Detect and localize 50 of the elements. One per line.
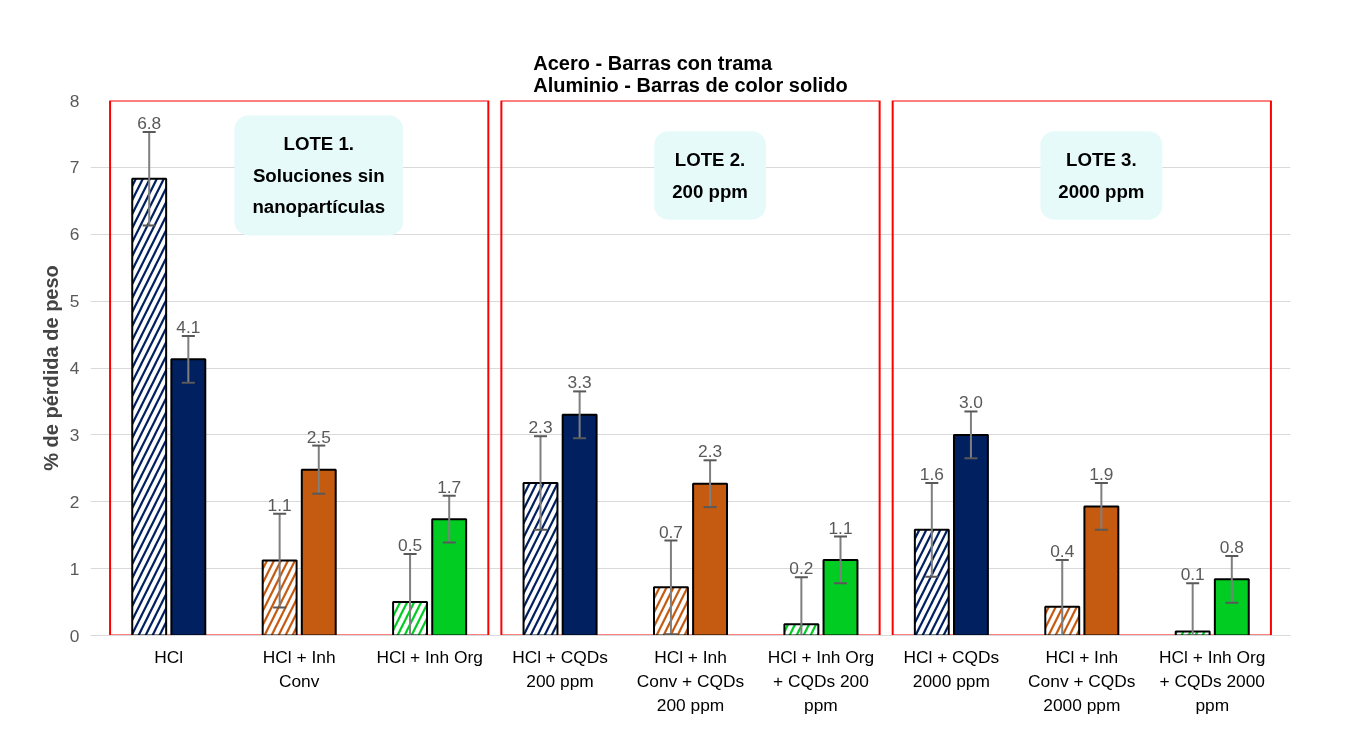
x-tick-label: HCl + CQDs 2000 ppm xyxy=(903,646,1000,691)
data-label: 2.5 xyxy=(306,426,331,447)
data-label: 3.3 xyxy=(567,372,592,393)
y-tick-label: 0 xyxy=(69,625,80,646)
bar xyxy=(431,518,468,636)
x-tick-label: HCl + Inh Org + CQDs 2000 ppm xyxy=(1159,646,1266,715)
data-label: 0.5 xyxy=(398,534,423,555)
y-tick-label: 4 xyxy=(69,358,80,378)
x-tick-label: HCl + CQDs 200 ppm xyxy=(512,646,609,691)
bar xyxy=(300,468,337,636)
y-tick-label: 1 xyxy=(69,558,80,579)
data-label: 2.3 xyxy=(528,417,553,438)
data-label: 4.1 xyxy=(176,316,201,337)
x-tick-label: HCl + Inh Org xyxy=(376,646,483,667)
bar xyxy=(1213,578,1250,636)
y-tick-label: 3 xyxy=(69,424,80,445)
data-label: 6.8 xyxy=(137,112,162,133)
x-tick-label: HCl + Inh Conv + CQDs 2000 ppm xyxy=(1028,646,1136,715)
data-label: 0.2 xyxy=(789,558,814,579)
bar xyxy=(561,413,598,636)
data-label: 0.4 xyxy=(1050,540,1075,561)
data-label: 0.1 xyxy=(1180,564,1205,585)
y-tick-label: 2 xyxy=(69,491,80,512)
bar xyxy=(822,558,859,636)
annotation: LOTE 1. Soluciones sin nanopartículas xyxy=(252,133,386,218)
y-tick-label: 6 xyxy=(69,224,80,245)
data-label: 0.8 xyxy=(1219,536,1244,557)
y-tick-label: 5 xyxy=(69,291,80,312)
data-label: 1.6 xyxy=(919,464,944,485)
chart-title: Acero - Barras con trama Aluminio - Barras de color solido xyxy=(533,51,848,96)
bar xyxy=(952,433,989,636)
data-label: 2.3 xyxy=(698,441,723,462)
bar xyxy=(692,482,729,636)
y-axis-title: % de pérdida de peso xyxy=(39,265,62,471)
y-tick-label: 8 xyxy=(69,90,80,111)
bar xyxy=(170,358,207,636)
bar xyxy=(1083,505,1120,636)
x-tick-label: HCl + Inh Org + CQDs 200 ppm xyxy=(767,646,875,715)
x-tick-label: HCl xyxy=(154,646,184,667)
data-label: 1.7 xyxy=(437,476,462,497)
data-label: 1.1 xyxy=(828,517,853,538)
x-tick-label: HCl + Inh Conv xyxy=(262,646,336,691)
x-tick-label: HCl + Inh Conv + CQDs 200 ppm xyxy=(636,646,745,715)
data-label: 1.1 xyxy=(267,494,292,515)
data-label: 3.0 xyxy=(958,392,983,413)
data-label: 1.9 xyxy=(1089,464,1114,485)
y-tick-label: 7 xyxy=(69,157,80,178)
data-label: 0.7 xyxy=(658,521,683,542)
annotation: LOTE 3. 2000 ppm xyxy=(1058,149,1145,202)
annotation: LOTE 2. 200 ppm xyxy=(672,149,748,202)
